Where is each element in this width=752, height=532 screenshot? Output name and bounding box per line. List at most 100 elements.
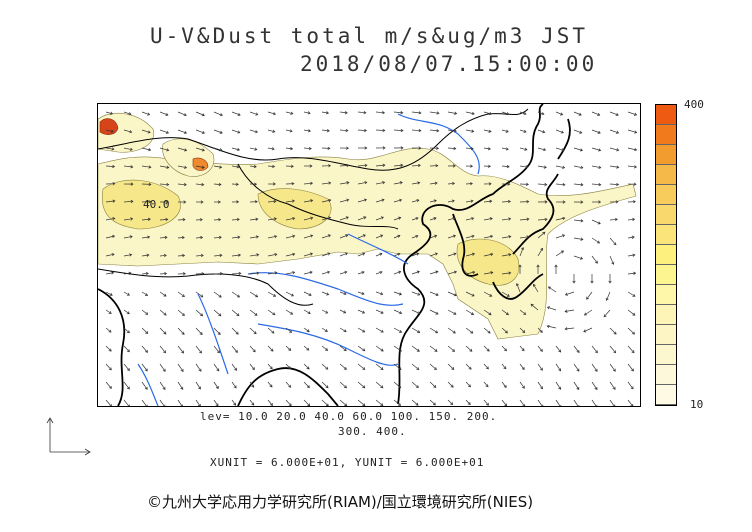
- wind-arrow-head: [632, 200, 636, 204]
- wind-arrow-head: [433, 199, 437, 203]
- wind-arrow: [565, 309, 575, 312]
- wind-arrow: [105, 217, 115, 221]
- wind-arrow-head: [546, 324, 550, 329]
- wind-arrow: [465, 200, 474, 203]
- wind-arrow-head: [467, 384, 471, 388]
- wind-arrow-head: [325, 310, 329, 314]
- wind-arrow: [321, 309, 328, 314]
- wind-arrow-head: [363, 216, 367, 220]
- wind-arrow-head: [594, 350, 598, 354]
- wind-arrow: [303, 309, 311, 314]
- wind-arrow: [321, 129, 330, 132]
- wind-arrow-head: [112, 164, 116, 169]
- wind-arrow-head: [363, 111, 367, 115]
- wind-arrow: [429, 253, 438, 257]
- wind-arrow-head: [346, 198, 350, 202]
- wind-arrow: [429, 200, 437, 203]
- wind-arrow: [105, 345, 112, 352]
- wind-arrow-head: [397, 234, 401, 238]
- wind-arrow: [159, 327, 167, 335]
- wind-arrow-head: [579, 148, 584, 152]
- wind-arrow-head: [417, 292, 421, 296]
- wind-arrow-head: [400, 128, 404, 133]
- wind-arrow-head: [598, 148, 602, 152]
- wind-arrow-head: [470, 330, 474, 334]
- wind-arrow-head: [111, 147, 115, 151]
- wind-arrow-head: [580, 183, 584, 187]
- wind-arrow: [609, 183, 619, 185]
- wind-arrow-head: [343, 291, 347, 296]
- wind-arrow: [267, 291, 276, 297]
- wind-arrow: [501, 147, 509, 150]
- wind-arrow-head: [399, 198, 403, 202]
- wind-arrow-head: [536, 264, 540, 268]
- wind-arrow-head: [399, 181, 403, 185]
- wind-arrow-head: [289, 329, 293, 333]
- wind-arrow-head: [255, 294, 259, 298]
- color-scale-bar: [655, 104, 677, 406]
- wind-arrow-head: [163, 293, 167, 297]
- wind-arrow-head: [126, 349, 130, 353]
- wind-arrow: [357, 363, 366, 370]
- wind-arrow-head: [558, 386, 562, 390]
- wind-arrow: [159, 236, 168, 239]
- wind-arrow: [141, 254, 149, 257]
- wind-arrow-head: [251, 367, 255, 371]
- wind-arrow-head: [398, 216, 402, 220]
- wind-arrow-head: [485, 366, 489, 370]
- wind-arrow: [519, 381, 525, 389]
- wind-arrow: [483, 327, 491, 334]
- wind-arrow-head: [580, 256, 584, 260]
- wind-arrow: [573, 237, 583, 240]
- wind-arrow-head: [379, 252, 383, 256]
- wind-arrow-head: [130, 217, 134, 221]
- wind-arrow: [447, 200, 455, 203]
- wind-arrow-head: [108, 348, 112, 352]
- wind-arrow-head: [361, 310, 366, 314]
- wind-arrow: [213, 399, 219, 406]
- wind-arrow: [465, 309, 474, 315]
- wind-arrow: [537, 165, 547, 168]
- wind-arrow: [339, 165, 349, 167]
- wind-arrow: [285, 147, 293, 150]
- wind-arrow-head: [540, 386, 543, 390]
- wind-arrow: [591, 219, 601, 225]
- wind-arrow-head: [272, 312, 276, 316]
- wind-arrow-head: [310, 181, 314, 185]
- wind-arrow-head: [145, 311, 149, 315]
- wind-arrow: [375, 129, 385, 131]
- wind-arrow-head: [523, 312, 527, 315]
- wind-arrow-head: [434, 181, 438, 185]
- wind-arrow: [141, 236, 150, 239]
- wind-arrow-head: [197, 404, 201, 406]
- wind-arrow: [501, 327, 508, 334]
- wind-arrow-head: [380, 292, 384, 296]
- wind-arrow: [105, 129, 114, 133]
- wind-arrow: [483, 253, 493, 257]
- wind-arrow-head: [218, 218, 222, 222]
- wind-arrow-head: [580, 165, 584, 170]
- wind-arrow-head: [416, 367, 420, 371]
- wind-arrow: [555, 345, 561, 353]
- wind-arrow: [357, 181, 367, 185]
- wind-arrow: [411, 363, 420, 370]
- wind-arrow-head: [219, 130, 223, 134]
- wind-arrow-head: [181, 294, 185, 297]
- wind-arrow-head: [361, 270, 365, 275]
- wind-arrow-head: [613, 350, 617, 354]
- wind-arrow: [123, 381, 130, 390]
- wind-arrow-head: [271, 147, 275, 151]
- wind-arrow: [249, 111, 258, 116]
- wind-arrow-head: [254, 130, 259, 134]
- wind-arrow: [105, 381, 112, 389]
- wind-arrow-head: [578, 405, 580, 406]
- wind-arrow: [213, 273, 223, 275]
- wind-arrow-head: [526, 235, 530, 239]
- wind-arrow: [519, 327, 525, 333]
- wind-arrow: [195, 345, 202, 354]
- wind-arrow-head: [417, 330, 421, 333]
- wind-arrow: [609, 111, 619, 116]
- wind-arrow-head: [521, 348, 525, 352]
- wind-arrow: [177, 309, 185, 316]
- wind-arrow-head: [613, 331, 617, 335]
